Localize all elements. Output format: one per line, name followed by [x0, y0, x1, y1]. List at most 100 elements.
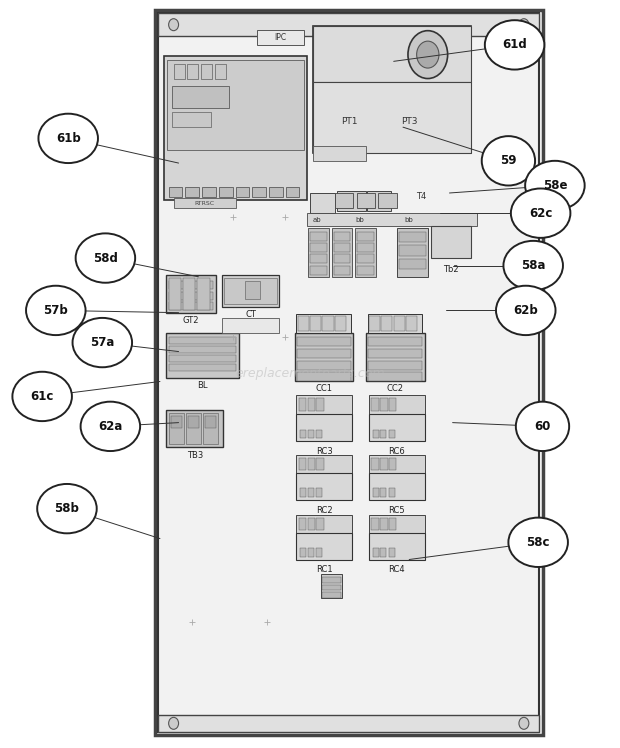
Bar — [310, 316, 321, 331]
Bar — [169, 346, 236, 353]
Text: 57a: 57a — [90, 336, 115, 349]
Bar — [335, 316, 346, 331]
Text: RC5: RC5 — [389, 506, 405, 515]
Bar — [313, 26, 471, 153]
Text: Tb2: Tb2 — [443, 265, 459, 274]
Ellipse shape — [516, 402, 569, 451]
Bar — [369, 533, 425, 560]
Bar — [296, 533, 352, 560]
Ellipse shape — [81, 402, 140, 451]
Bar — [158, 13, 539, 36]
Bar — [188, 416, 199, 428]
Text: PT3: PT3 — [401, 117, 417, 126]
Text: 61d: 61d — [502, 38, 527, 52]
Text: 57b: 57b — [43, 304, 68, 317]
Text: 62c: 62c — [529, 206, 552, 220]
Bar — [310, 254, 327, 263]
Circle shape — [519, 19, 529, 31]
Bar — [316, 430, 322, 438]
Bar — [186, 413, 201, 444]
Bar — [197, 278, 210, 310]
Bar — [245, 280, 260, 299]
Bar — [380, 398, 388, 411]
Ellipse shape — [482, 136, 535, 186]
Bar — [310, 243, 327, 252]
Text: IPC: IPC — [274, 33, 286, 42]
Ellipse shape — [38, 114, 98, 163]
Text: 58a: 58a — [521, 259, 546, 272]
Bar — [172, 86, 229, 108]
Bar — [158, 13, 539, 732]
Bar — [310, 232, 327, 241]
Bar — [299, 398, 306, 411]
Bar — [169, 413, 184, 444]
Bar — [368, 314, 422, 333]
Bar — [236, 187, 249, 197]
Bar — [307, 213, 477, 226]
Bar — [296, 414, 352, 441]
Bar — [380, 458, 388, 470]
Bar — [373, 548, 379, 557]
Text: ab: ab — [313, 217, 322, 223]
Text: bb: bb — [355, 217, 364, 223]
Bar — [158, 715, 539, 732]
Ellipse shape — [503, 241, 563, 290]
Circle shape — [408, 31, 448, 79]
Bar — [389, 548, 395, 557]
Bar — [174, 64, 185, 79]
Bar — [296, 314, 351, 333]
Bar — [185, 187, 199, 197]
Bar — [371, 398, 379, 411]
Text: TB3: TB3 — [187, 451, 203, 460]
Bar — [299, 458, 306, 470]
Bar — [373, 430, 379, 438]
Bar — [369, 395, 425, 414]
Ellipse shape — [12, 372, 72, 421]
Bar — [155, 10, 542, 735]
Bar — [397, 228, 428, 277]
Text: CT: CT — [245, 310, 256, 319]
Bar — [308, 488, 314, 497]
Bar — [355, 228, 376, 277]
Text: 62a: 62a — [98, 420, 123, 433]
Bar — [166, 275, 216, 313]
Bar — [297, 349, 351, 358]
Bar — [174, 198, 236, 208]
Bar — [380, 548, 386, 557]
Bar — [172, 112, 211, 127]
Ellipse shape — [73, 318, 132, 367]
Bar — [205, 416, 216, 428]
Bar — [334, 243, 350, 252]
Bar — [308, 518, 315, 530]
Bar — [201, 64, 212, 79]
Bar — [316, 458, 324, 470]
Bar — [389, 458, 396, 470]
Bar — [357, 254, 374, 263]
Bar — [322, 592, 341, 598]
Bar — [203, 413, 218, 444]
Bar — [316, 398, 324, 411]
Bar — [366, 333, 425, 381]
Text: 60: 60 — [534, 420, 551, 433]
Bar — [371, 458, 379, 470]
Bar — [297, 361, 351, 370]
Bar — [169, 278, 181, 310]
Ellipse shape — [485, 20, 544, 70]
Text: RTRSC: RTRSC — [195, 201, 215, 206]
Bar — [296, 515, 352, 533]
Bar — [297, 337, 351, 346]
Text: 61b: 61b — [56, 132, 81, 145]
Bar — [406, 316, 417, 331]
Bar — [371, 518, 379, 530]
Bar — [224, 278, 277, 304]
Ellipse shape — [76, 233, 135, 283]
Bar — [334, 266, 350, 275]
Bar — [183, 278, 195, 310]
Bar — [169, 292, 213, 300]
Bar — [169, 187, 182, 197]
Bar — [381, 316, 392, 331]
Bar — [321, 574, 342, 598]
Bar — [286, 187, 299, 197]
Circle shape — [417, 41, 439, 68]
Text: RC1: RC1 — [316, 565, 332, 574]
